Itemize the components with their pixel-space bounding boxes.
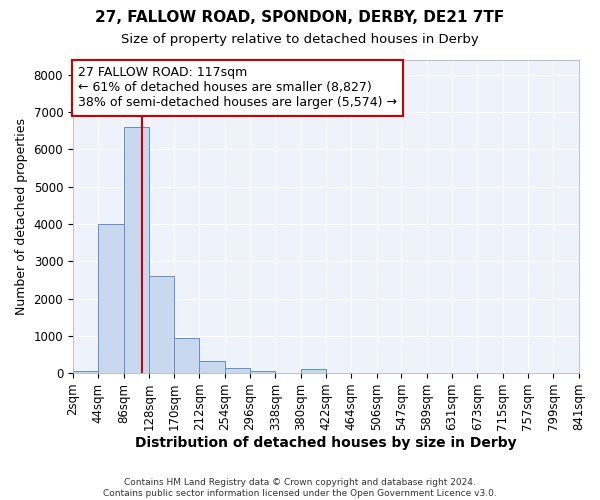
Y-axis label: Number of detached properties: Number of detached properties <box>15 118 28 315</box>
Bar <box>174 338 199 373</box>
Bar <box>149 276 174 373</box>
Bar <box>124 127 149 373</box>
Bar <box>73 371 98 373</box>
Bar <box>199 361 225 373</box>
Text: Size of property relative to detached houses in Derby: Size of property relative to detached ho… <box>121 32 479 46</box>
Bar <box>301 370 326 373</box>
Bar <box>98 224 124 373</box>
Text: Contains HM Land Registry data © Crown copyright and database right 2024.
Contai: Contains HM Land Registry data © Crown c… <box>103 478 497 498</box>
Bar <box>250 371 275 373</box>
Bar <box>225 368 250 373</box>
Text: 27, FALLOW ROAD, SPONDON, DERBY, DE21 7TF: 27, FALLOW ROAD, SPONDON, DERBY, DE21 7T… <box>95 10 505 25</box>
Text: 27 FALLOW ROAD: 117sqm
← 61% of detached houses are smaller (8,827)
38% of semi-: 27 FALLOW ROAD: 117sqm ← 61% of detached… <box>78 66 397 110</box>
X-axis label: Distribution of detached houses by size in Derby: Distribution of detached houses by size … <box>135 436 517 450</box>
